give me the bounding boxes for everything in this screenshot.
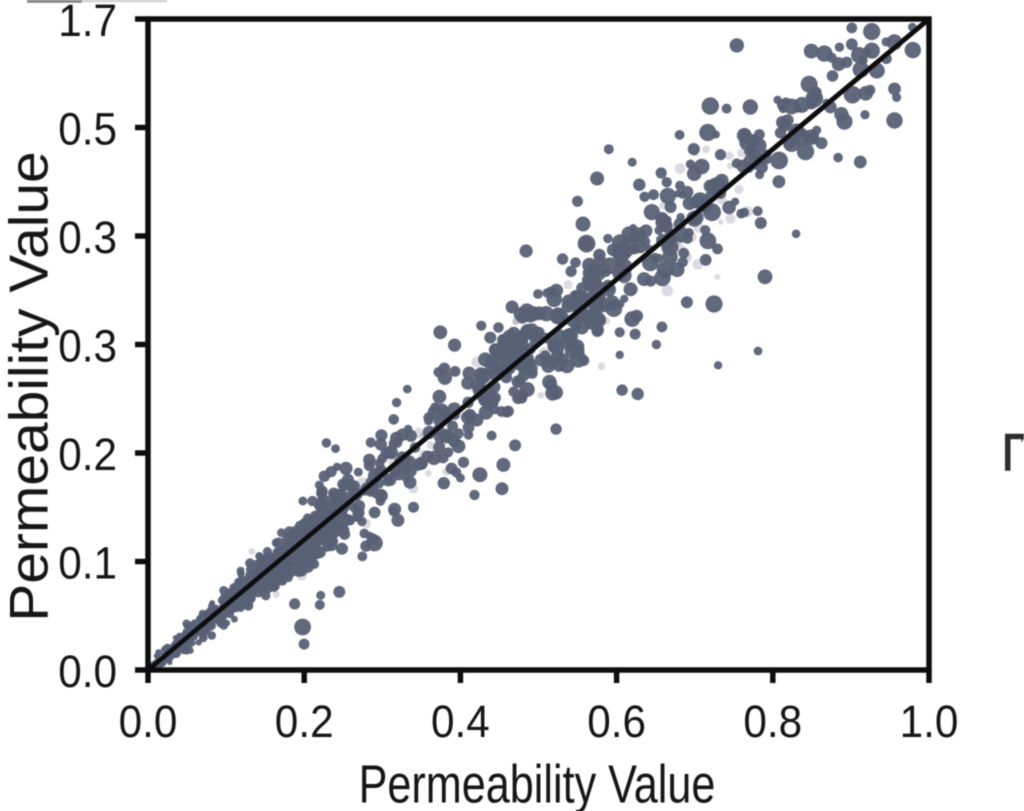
svg-text:1.0: 1.0 (900, 697, 959, 748)
svg-text:0.8: 0.8 (743, 697, 802, 748)
svg-text:0.5: 0.5 (58, 104, 117, 155)
svg-text:Permeability Value: Permeability Value (359, 755, 716, 811)
svg-text:0.3: 0.3 (58, 213, 117, 264)
svg-text:0.3: 0.3 (58, 321, 117, 372)
svg-text:0.1: 0.1 (58, 538, 117, 589)
svg-text:0.6: 0.6 (587, 697, 646, 748)
svg-text:0.2: 0.2 (58, 430, 117, 481)
svg-text:0.2: 0.2 (275, 697, 334, 748)
svg-text:0.0: 0.0 (119, 697, 178, 748)
svg-text:1.7: 1.7 (58, 0, 117, 46)
svg-text:0.4: 0.4 (431, 697, 490, 748)
svg-text:0.0: 0.0 (58, 647, 117, 698)
svg-text:Permeability Value: Permeability Value (0, 151, 59, 621)
